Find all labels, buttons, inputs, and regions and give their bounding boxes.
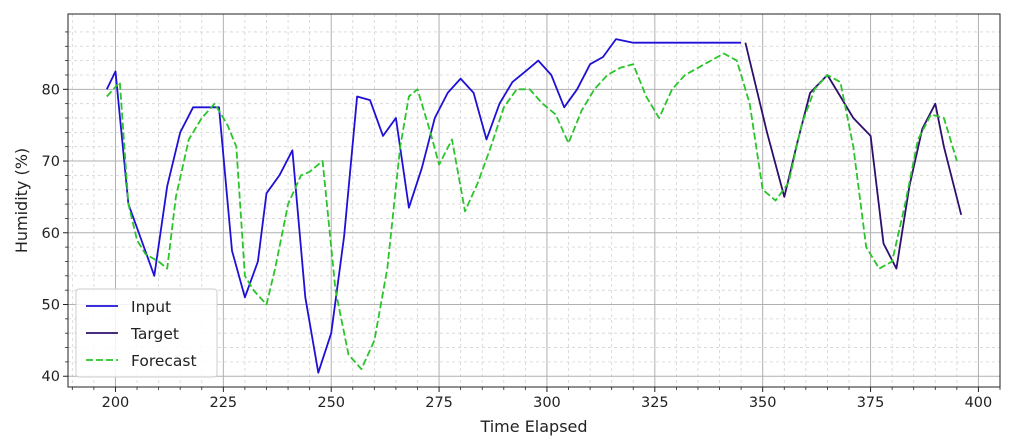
series-lines bbox=[105, 38, 963, 374]
legend-label-forecast: Forecast bbox=[131, 352, 197, 370]
x-tick-label: 375 bbox=[857, 395, 885, 411]
y-tick-label: 60 bbox=[42, 226, 60, 242]
series-line-input bbox=[105, 38, 742, 374]
series-line-forecast bbox=[106, 52, 958, 371]
x-tick-label: 350 bbox=[749, 395, 777, 411]
x-tick-label: 250 bbox=[317, 395, 345, 411]
y-tick-label: 70 bbox=[42, 154, 60, 170]
plot-frame bbox=[67, 13, 1001, 388]
legend-label-input: Input bbox=[131, 298, 171, 316]
grid bbox=[68, 14, 1001, 387]
y-axis-label: Humidity (%) bbox=[12, 148, 31, 253]
x-tick-label: 300 bbox=[533, 395, 561, 411]
y-tick-label: 40 bbox=[42, 369, 60, 385]
legend: Input Target Forecast bbox=[75, 288, 218, 378]
x-tick-label: 275 bbox=[425, 395, 453, 411]
y-tick-label: 80 bbox=[42, 82, 60, 98]
y-tick-label: 50 bbox=[42, 298, 60, 314]
series-line-target bbox=[744, 42, 963, 270]
axis-ticks: 200 225 250 275 300 325 350 375 400 40 50 60 70 80 bbox=[42, 31, 1001, 411]
legend-label-target: Target bbox=[130, 325, 179, 343]
x-tick-label: 400 bbox=[965, 395, 993, 411]
x-tick-label: 325 bbox=[641, 395, 669, 411]
x-axis-label: Time Elapsed bbox=[479, 417, 587, 436]
legend-box bbox=[75, 288, 218, 378]
x-tick-label: 200 bbox=[102, 395, 130, 411]
x-tick-label: 225 bbox=[209, 395, 237, 411]
